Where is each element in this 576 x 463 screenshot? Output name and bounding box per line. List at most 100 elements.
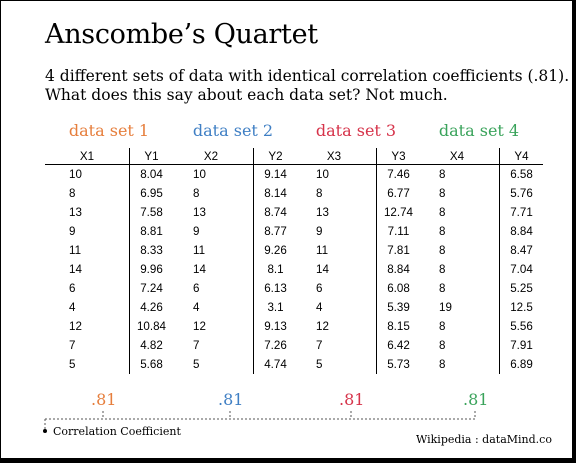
y-value-cell: 6.42 — [387, 339, 410, 352]
y-value-cell: 7.81 — [387, 244, 410, 257]
y-value-cell: 12.5 — [510, 301, 533, 314]
x-value-cell: 8 — [415, 164, 500, 184]
table-row: 8 5.56 — [415, 317, 543, 336]
table-row: 13 8.74 — [169, 203, 297, 222]
y-value-cell: 5.56 — [510, 320, 533, 333]
x-value-cell: 19 — [415, 298, 500, 317]
table-row: 8 8.14 — [169, 184, 297, 203]
x-value-cell: 5 — [169, 355, 254, 374]
x-value-cell: 8 — [415, 355, 500, 374]
table-row: 8 7.91 — [415, 336, 543, 355]
x-value-cell: 12 — [169, 317, 254, 336]
dataset-1-coefficient: .81 — [91, 390, 117, 409]
x-value-cell: 8 — [415, 336, 500, 355]
y-value-cell: 9.96 — [140, 263, 163, 276]
x-value-cell: 8 — [292, 184, 377, 203]
y-column-header: Y1 — [129, 148, 173, 165]
table-row: 6 7.24 — [45, 279, 173, 298]
dataset-1-table: X1 Y1 10 8.04 8 6.95 13 7.58 9 8.81 11 8.33 14 9.96 6 7… — [45, 148, 173, 374]
x-value-cell: 8 — [415, 317, 500, 336]
x-column-header: X2 — [169, 148, 254, 165]
table-row: 9 8.77 — [169, 222, 297, 241]
x-value-cell: 4 — [292, 298, 377, 317]
x-column-header: X4 — [415, 148, 500, 165]
subtitle-line-1: 4 different sets of data with identical … — [45, 67, 570, 85]
table-row: 8 8.47 — [415, 241, 543, 260]
y-value-cell: 7.24 — [140, 282, 163, 295]
table-row: 5 4.74 — [169, 355, 297, 374]
y-value-cell: 7.71 — [510, 206, 533, 219]
y-value-cell: 6.77 — [387, 187, 410, 200]
x-value-cell: 12 — [292, 317, 377, 336]
table-row: 9 7.11 — [292, 222, 420, 241]
table-row: 12 10.84 — [45, 317, 173, 336]
x-value-cell: 11 — [292, 241, 377, 260]
table-header-row: X3 Y3 — [292, 148, 420, 165]
y-value-cell: 6.13 — [264, 282, 287, 295]
y-value-cell: 5.68 — [140, 358, 163, 371]
table-row: 13 7.58 — [45, 203, 173, 222]
dataset-3-table: X3 Y3 10 7.46 8 6.77 13 12.74 9 7.11 11 7.81 14 8.84 6… — [292, 148, 420, 374]
y-value-cell: 9.26 — [264, 244, 287, 257]
x-value-cell: 11 — [45, 241, 130, 260]
x-value-cell: 8 — [415, 184, 500, 203]
y-value-cell: 6.89 — [510, 358, 533, 371]
table-row: 10 8.04 — [45, 164, 173, 184]
y-value-cell: 12.74 — [383, 206, 413, 219]
y-value-cell: 7.26 — [264, 339, 287, 352]
y-value-cell: 5.73 — [387, 358, 410, 371]
table-row: 4 4.26 — [45, 298, 173, 317]
y-value-cell: 4.74 — [264, 358, 287, 371]
x-value-cell: 9 — [169, 222, 254, 241]
y-value-cell: 8.15 — [387, 320, 410, 333]
y-value-cell: 4.82 — [140, 339, 163, 352]
table-row: 12 8.15 — [292, 317, 420, 336]
y-value-cell: 6.08 — [387, 282, 410, 295]
y-value-cell: 8.77 — [264, 225, 287, 238]
table-row: 7 7.26 — [169, 336, 297, 355]
y-value-cell: 6.95 — [140, 187, 163, 200]
y-value-cell: 4.26 — [140, 301, 163, 314]
table-row: 9 8.81 — [45, 222, 173, 241]
x-value-cell: 10 — [292, 164, 377, 184]
x-value-cell: 9 — [45, 222, 130, 241]
table-row: 7 4.82 — [45, 336, 173, 355]
y-column-header: Y2 — [253, 148, 297, 165]
x-value-cell: 6 — [169, 279, 254, 298]
source-credit: Wikipedia : dataMind.co — [416, 433, 552, 446]
y-value-cell: 8.04 — [140, 168, 163, 181]
table-row: 10 7.46 — [292, 164, 420, 184]
x-value-cell: 4 — [169, 298, 254, 317]
table-row: 7 6.42 — [292, 336, 420, 355]
y-value-cell: 5.76 — [510, 187, 533, 200]
x-column-header: X3 — [292, 148, 377, 165]
correlation-coefficient-legend: Correlation Coefficient — [53, 425, 181, 438]
y-value-cell: 8.1 — [267, 263, 284, 276]
x-value-cell: 7 — [292, 336, 377, 355]
dataset-4-label: data set 4 — [438, 121, 520, 140]
x-value-cell: 6 — [292, 279, 377, 298]
table-row: 4 3.1 — [169, 298, 297, 317]
y-value-cell: 5.25 — [510, 282, 533, 295]
x-value-cell: 8 — [45, 184, 130, 203]
y-value-cell: 8.74 — [264, 206, 287, 219]
x-value-cell: 13 — [169, 203, 254, 222]
y-value-cell: 7.46 — [387, 168, 410, 181]
table-header-row: X1 Y1 — [45, 148, 173, 165]
y-value-cell: 7.04 — [510, 263, 533, 276]
y-value-cell: 7.91 — [510, 339, 533, 352]
table-row: 8 5.25 — [415, 279, 543, 298]
y-value-cell: 3.1 — [267, 301, 284, 314]
page-title: Anscombe’s Quartet — [45, 19, 318, 50]
y-value-cell: 8.81 — [140, 225, 163, 238]
x-value-cell: 5 — [292, 355, 377, 374]
y-value-cell: 8.47 — [510, 244, 533, 257]
table-row: 11 9.26 — [169, 241, 297, 260]
table-row: 10 9.14 — [169, 164, 297, 184]
x-value-cell: 7 — [169, 336, 254, 355]
table-row: 14 8.84 — [292, 260, 420, 279]
x-value-cell: 14 — [169, 260, 254, 279]
y-column-header: Y3 — [376, 148, 420, 165]
table-row: 14 8.1 — [169, 260, 297, 279]
page-subtitle: 4 different sets of data with identical … — [45, 67, 569, 105]
